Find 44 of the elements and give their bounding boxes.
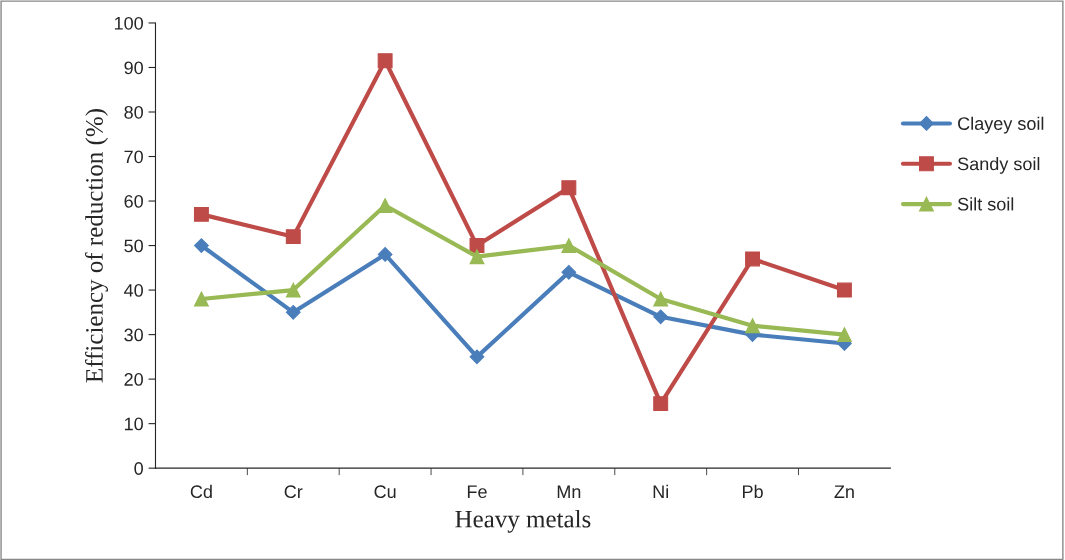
point xyxy=(469,349,485,365)
x-tick-label: Ni xyxy=(653,484,669,498)
y-tick-label: 30 xyxy=(124,328,143,342)
legend-label: Clayey soil xyxy=(958,116,1044,134)
point xyxy=(561,238,577,254)
y-tick-label: 60 xyxy=(124,194,143,208)
point xyxy=(745,251,761,267)
point xyxy=(285,282,301,298)
point xyxy=(194,238,209,253)
point xyxy=(653,291,669,307)
y-tick-label: 50 xyxy=(124,239,143,253)
point xyxy=(193,291,209,307)
point xyxy=(469,249,485,265)
legend-label: Sandy soil xyxy=(957,157,1040,174)
point xyxy=(836,327,852,343)
y-axis-title: Efficiency of reduction (%) xyxy=(85,109,109,383)
x-tick-label: Pb xyxy=(742,484,763,499)
point xyxy=(377,53,393,69)
point xyxy=(193,206,209,222)
point xyxy=(377,247,393,262)
point xyxy=(561,264,577,280)
x-tick-label: Fe xyxy=(467,485,487,499)
y-tick-label: 90 xyxy=(124,61,143,75)
y-tick-label: 100 xyxy=(114,16,143,30)
x-tick-label: Zn xyxy=(834,485,854,498)
y-tick-label: 70 xyxy=(124,150,143,164)
point xyxy=(653,309,669,325)
y-tick-label: 10 xyxy=(124,417,143,431)
point xyxy=(561,180,577,196)
legend-label: Silt soil xyxy=(957,197,1014,211)
point xyxy=(745,318,761,334)
x-tick-label: Cu xyxy=(374,485,396,499)
y-tick-label: 40 xyxy=(124,284,143,297)
y-tick-label: 20 xyxy=(124,373,143,386)
x-tick-label: Cr xyxy=(284,485,303,499)
x-tick-label: Mn xyxy=(557,485,581,498)
y-tick-label: 80 xyxy=(124,105,143,119)
point xyxy=(836,282,852,298)
point xyxy=(285,229,301,245)
point xyxy=(285,304,301,320)
x-tick-label: Cd xyxy=(190,484,212,499)
y-tick-label: 0 xyxy=(134,462,143,475)
point xyxy=(653,396,669,412)
x-axis-title: Heavy metals xyxy=(455,509,591,533)
